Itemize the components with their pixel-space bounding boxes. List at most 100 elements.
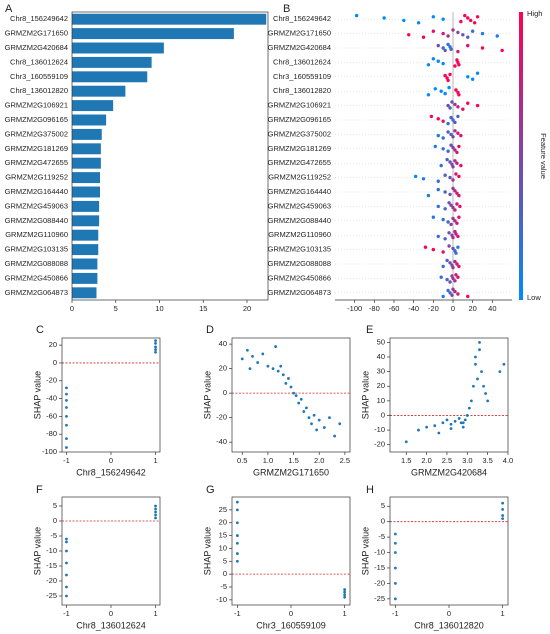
shap-point <box>457 144 461 149</box>
point <box>304 406 308 410</box>
point <box>65 540 68 544</box>
point <box>65 573 68 577</box>
bar <box>72 157 101 169</box>
point <box>322 426 326 429</box>
point <box>65 549 68 553</box>
point <box>65 406 68 409</box>
shap-point <box>456 114 460 119</box>
x-axis-label: Chr8_156249642 <box>76 467 146 477</box>
point <box>343 595 347 599</box>
shap-point <box>461 33 465 37</box>
point <box>453 419 457 423</box>
x-tick-label: 20 <box>243 304 251 313</box>
y-tick-label: GRMZM2G164440 <box>5 187 68 196</box>
shap-point <box>446 78 450 83</box>
point <box>274 345 278 348</box>
x-tick-label: 4.0 <box>503 456 513 465</box>
shap-point <box>453 64 457 68</box>
shap-point <box>446 103 450 108</box>
point <box>480 370 483 374</box>
shap-point <box>470 29 475 33</box>
point <box>417 428 420 432</box>
shap-point <box>453 129 457 133</box>
x-tick-label: -1 <box>392 609 399 618</box>
shap-point <box>433 144 437 149</box>
point <box>404 440 408 444</box>
shap-point <box>449 132 453 137</box>
y-tick-label: GRMZM2G110960 <box>5 230 68 239</box>
shap-point <box>451 118 455 122</box>
shap-point <box>413 174 418 179</box>
y-tick-label: Chr8_136012820 <box>10 86 68 95</box>
shap-point <box>456 275 460 279</box>
y-tick-label: GRMZM2G472655 <box>268 158 331 167</box>
point <box>467 406 471 410</box>
colorbar-high: High <box>527 9 542 18</box>
shap-point <box>453 219 457 223</box>
point <box>65 446 68 449</box>
x-tick-label: -1 <box>234 609 241 618</box>
point <box>463 418 467 422</box>
y-tick-label: 0 <box>223 388 227 397</box>
y-tick-label: 5 <box>381 501 385 510</box>
y-tick-label: 20 <box>219 518 227 527</box>
shap-point <box>433 87 437 91</box>
shap-point <box>436 133 440 138</box>
x-axis-label: GRMZM2G171650 <box>253 467 329 477</box>
shap-point <box>453 120 457 125</box>
shap-point <box>443 73 447 78</box>
shap-point <box>451 135 455 139</box>
point <box>393 566 397 570</box>
y-axis-label: SHAP value <box>32 371 42 419</box>
bar <box>72 100 114 112</box>
y-tick-label: GRMZM2G459063 <box>268 201 331 210</box>
point <box>501 517 505 520</box>
y-tick-label: GRMZM2G119252 <box>5 173 68 182</box>
shap-point <box>457 215 461 219</box>
shap-point <box>495 34 499 38</box>
shap-point <box>446 288 450 293</box>
shap-point <box>447 201 451 205</box>
shap-point <box>451 287 455 291</box>
point <box>154 341 157 345</box>
point <box>478 348 481 352</box>
point <box>251 354 254 358</box>
x-tick-label: 10 <box>155 304 163 313</box>
shap-point <box>457 193 461 198</box>
y-axis-label: SHAP value <box>32 527 42 575</box>
shap-point <box>466 75 470 79</box>
shap-point <box>454 172 458 176</box>
point <box>343 590 347 594</box>
x-tick-label: 2.5 <box>442 456 452 465</box>
bar <box>72 287 97 299</box>
y-tick-label: 20 <box>49 340 57 349</box>
shap-point <box>431 247 436 252</box>
point <box>307 416 311 420</box>
shap-point <box>446 220 450 224</box>
shap-point <box>451 186 455 191</box>
shap-point <box>459 163 463 168</box>
y-tick-label: GRMZM2G459063 <box>5 201 68 210</box>
bar <box>72 272 98 284</box>
shap-point <box>475 15 480 19</box>
y-tick-label: Chr8_156249642 <box>10 14 68 23</box>
y-tick-label: GRMZM2G103135 <box>5 245 68 254</box>
shap-point <box>446 121 450 126</box>
shap-point <box>466 43 470 48</box>
shap-point <box>453 189 457 193</box>
shap-point <box>441 46 445 50</box>
x-axis-label: Chr3_160559109 <box>256 620 326 630</box>
bar <box>72 114 107 126</box>
y-tick-label: 40 <box>377 352 385 361</box>
y-tick-label: GRMZM2G164440 <box>268 187 331 196</box>
point <box>154 510 157 514</box>
y-tick-label: 10 <box>377 396 385 405</box>
x-tick-label: 1.5 <box>288 456 298 465</box>
shap-point <box>454 232 458 236</box>
panel-label: G <box>206 484 215 496</box>
shap-point <box>441 61 445 66</box>
shap-point <box>454 251 458 255</box>
shap-point <box>431 57 436 61</box>
bar <box>72 71 148 83</box>
